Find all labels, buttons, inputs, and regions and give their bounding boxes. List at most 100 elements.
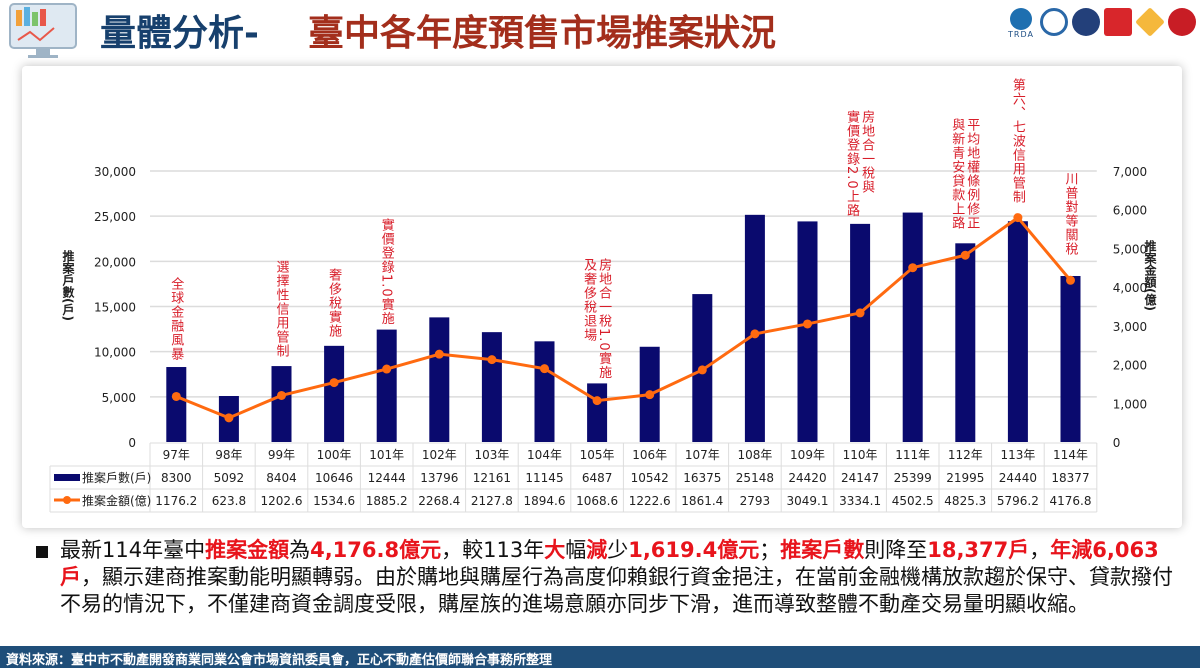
amount-value: 3334.1	[839, 494, 881, 508]
amount-point-109年	[803, 319, 812, 329]
amount-value: 2268.4	[418, 494, 460, 508]
amount-point-105年	[592, 396, 602, 406]
left-axis-title: 推案戶數(戶)	[61, 249, 75, 321]
units-value: 18377	[1051, 471, 1089, 485]
amount-value: 1534.6	[313, 494, 355, 508]
units-value: 10542	[631, 471, 669, 485]
amount-point-110年	[855, 308, 865, 318]
category-label: 107年	[685, 448, 720, 462]
bar-109年	[797, 221, 818, 442]
amount-value: 1202.6	[261, 494, 303, 508]
bar-line-chart: 0 5,000 10,000 15,000 20,000 25,000 30,000 0 1,0…	[49, 165, 1157, 513]
summary-segment: 少	[607, 538, 629, 562]
amount-point-103年	[487, 355, 497, 365]
bar-104年	[534, 341, 555, 442]
amount-value: 623.8	[212, 494, 246, 508]
units-value: 5092	[214, 471, 245, 485]
event-annotation: 第六、七波信用管制	[1010, 78, 1025, 204]
annotation-line: 全球金融風暴	[168, 277, 184, 361]
bar-103年	[481, 332, 502, 442]
category-label: 113年	[1000, 448, 1035, 462]
right-tick-label: 3,000	[1113, 320, 1147, 334]
category-label: 112年	[948, 448, 983, 462]
bar-112年	[955, 243, 976, 442]
category-label: 102年	[422, 448, 457, 462]
bar-114年	[1060, 275, 1081, 442]
summary-segment: ，較113年	[441, 538, 545, 562]
amount-point-97年	[171, 391, 181, 401]
annotation-line: 奢侈稅實施	[326, 268, 342, 338]
annotation-line: 實價登錄2.0上路	[844, 110, 860, 218]
analytics-monitor-icon	[9, 3, 77, 58]
amount-point-104年	[540, 364, 549, 374]
annotation-line: 川普對等關稅	[1062, 172, 1078, 256]
bar-97年	[166, 367, 187, 442]
summary-paragraph: 最新114年臺中推案金額為4,176.8億元，較113年大幅減少1,619.4億…	[60, 537, 1190, 618]
units-value: 13796	[420, 471, 458, 485]
category-label: 114年	[1053, 448, 1088, 462]
page-title-prefix: 量體分析-	[100, 13, 259, 54]
amount-value: 1885.2	[366, 494, 408, 508]
left-tick-label: 0	[128, 436, 136, 450]
amount-value: 4502.5	[892, 494, 934, 508]
summary-segment: ，	[1029, 538, 1051, 562]
units-value: 24440	[999, 471, 1037, 485]
amount-value: 4176.8	[1050, 494, 1092, 508]
amount-point-101年	[382, 364, 392, 374]
category-label: 97年	[163, 448, 190, 462]
annotation-line: 與新青安貸款上路	[949, 118, 965, 230]
summary-segment: 年減6,063戶	[60, 538, 1159, 589]
amount-value: 4825.3	[944, 494, 986, 508]
right-tick-label: 5,000	[1113, 242, 1147, 256]
category-label: 103年	[474, 448, 509, 462]
amount-line	[175, 215, 1072, 420]
amount-point-100年	[329, 378, 339, 388]
organization-logos: TRDA	[1006, 7, 1196, 40]
diamond-logo-icon	[1135, 7, 1165, 37]
amount-point-106年	[645, 390, 655, 400]
event-annotation: 全球金融風暴	[168, 277, 183, 361]
event-annotation: 川普對等關稅	[1063, 172, 1078, 256]
category-label: 98年	[215, 448, 242, 462]
left-tick-label: 10,000	[94, 346, 136, 360]
left-tick-label: 5,000	[102, 391, 136, 405]
bar-110年	[850, 223, 871, 442]
annotation-line: 實價登錄1.0實施	[378, 218, 394, 326]
amount-value: 1176.2	[155, 494, 197, 508]
category-label: 100年	[317, 448, 352, 462]
trda-logo-text: TRDA	[1008, 30, 1034, 39]
units-value: 11145	[525, 471, 563, 485]
amount-point-112年	[960, 250, 970, 260]
annotation-line: 房地合一稅與	[859, 110, 875, 194]
bar-101年	[376, 329, 397, 442]
amount-value: 1894.6	[524, 494, 566, 508]
legend-bar-swatch	[54, 474, 80, 481]
summary-segment: 為	[289, 538, 311, 562]
header: 量體分析- 臺中各年度預售市場推案狀況 TRDA	[0, 0, 1200, 62]
units-value: 10646	[315, 471, 353, 485]
category-label: 110年	[843, 448, 878, 462]
ctree-logo-icon	[1168, 8, 1196, 36]
right-tick-label: 1,000	[1113, 397, 1147, 411]
event-annotation: 選擇性信用管制	[274, 260, 289, 358]
page-title: 臺中各年度預售市場推案狀況	[308, 13, 777, 54]
amount-point-113年	[1013, 213, 1023, 223]
summary-segment: 推案金額	[205, 538, 290, 562]
left-tick-label: 25,000	[94, 210, 136, 224]
left-tick-label: 30,000	[94, 165, 136, 179]
bar-111年	[902, 212, 923, 442]
category-label: 109年	[790, 448, 825, 462]
bar-105年	[587, 383, 608, 442]
event-annotation: 奢侈稅實施	[326, 268, 341, 338]
summary-segment: 減	[586, 538, 608, 562]
right-tick-label: 6,000	[1113, 204, 1147, 218]
right-tick-label: 7,000	[1113, 165, 1147, 179]
summary-segment: ；	[759, 538, 781, 562]
summary-segment: 最新114年臺中	[60, 538, 206, 562]
units-value: 16375	[683, 471, 721, 485]
category-label: 105年	[580, 448, 615, 462]
summary-segment: 幅	[565, 538, 587, 562]
summary-segment: 1,619.4億元	[628, 538, 760, 562]
event-annotation: 房地合一稅1.0實施 及奢侈稅退場	[581, 258, 611, 380]
category-label: 101年	[369, 448, 404, 462]
